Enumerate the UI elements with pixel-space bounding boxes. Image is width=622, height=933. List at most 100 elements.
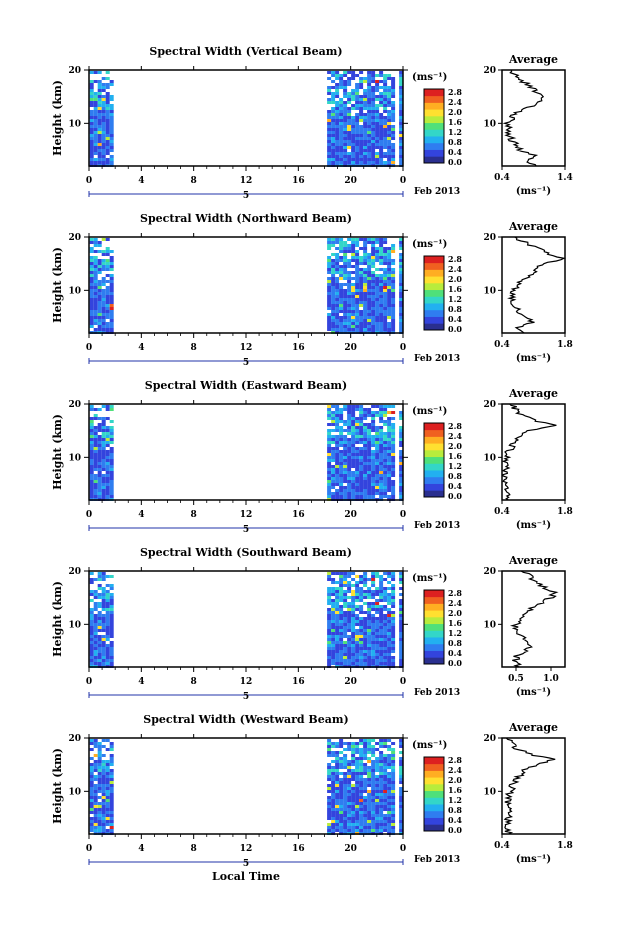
heatmap-cell bbox=[351, 149, 356, 152]
heatmap-cell bbox=[331, 128, 336, 131]
heatmap-cell bbox=[379, 638, 384, 641]
heatmap-cell bbox=[339, 307, 344, 310]
heatmap-cell bbox=[97, 593, 102, 596]
heatmap-cell bbox=[363, 784, 368, 787]
heatmap-cell bbox=[355, 653, 360, 656]
heatmap-cell bbox=[97, 796, 102, 799]
heatmap-cell bbox=[343, 423, 348, 426]
heatmap-cell bbox=[105, 408, 110, 411]
heatmap-cell bbox=[327, 641, 332, 644]
heatmap-cell bbox=[93, 662, 98, 665]
heatmap-cell bbox=[355, 817, 360, 820]
heatmap-cell bbox=[351, 626, 356, 629]
heatmap-cell bbox=[351, 817, 356, 820]
heatmap-cell bbox=[335, 814, 340, 817]
heatmap-cell bbox=[399, 450, 404, 453]
heatmap-cell bbox=[367, 635, 372, 638]
heatmap-cell bbox=[335, 829, 340, 832]
heatmap-cell bbox=[347, 271, 352, 274]
heatmap-cell bbox=[109, 426, 114, 429]
heatmap-cell bbox=[355, 772, 360, 775]
heatmap-cell bbox=[387, 650, 392, 653]
heatmap-cell bbox=[105, 465, 110, 468]
heatmap-cell bbox=[387, 298, 392, 301]
heatmap-cell bbox=[351, 325, 356, 328]
heatmap-cell bbox=[375, 137, 380, 140]
heatmap-cell bbox=[379, 125, 384, 128]
heatmap-cell bbox=[105, 450, 110, 453]
heatmap-cell bbox=[359, 116, 364, 119]
heatmap-cell bbox=[343, 623, 348, 626]
heatmap-cell bbox=[347, 432, 352, 435]
heatmap-cell bbox=[379, 632, 384, 635]
heatmap-cell bbox=[105, 763, 110, 766]
heatmap-cell bbox=[89, 295, 94, 298]
colorbar-tick-label: 0.0 bbox=[448, 324, 462, 334]
heatmap-cell bbox=[93, 134, 98, 137]
heatmap-cell bbox=[387, 468, 392, 471]
heatmap-cell bbox=[335, 104, 340, 107]
heatmap-cell bbox=[327, 650, 332, 653]
heatmap-cell bbox=[371, 125, 376, 128]
heatmap-cell bbox=[93, 596, 98, 599]
heatmap-cell bbox=[327, 745, 332, 748]
heatmap-cell bbox=[391, 584, 396, 587]
heatmap-cell bbox=[347, 301, 352, 304]
heatmap-cell bbox=[89, 441, 94, 444]
heatmap-cell bbox=[89, 739, 94, 742]
heatmap-cell bbox=[371, 796, 376, 799]
panel-title: Spectral Width (Southward Beam) bbox=[140, 546, 352, 559]
heatmap-cell bbox=[327, 739, 332, 742]
heatmap-cell bbox=[339, 304, 344, 307]
heatmap-cell bbox=[97, 584, 102, 587]
heatmap-cell bbox=[363, 298, 368, 301]
colorbar-frame bbox=[423, 589, 445, 665]
heatmap-cell bbox=[339, 426, 344, 429]
heatmap-cell bbox=[105, 483, 110, 486]
heatmap-cell bbox=[339, 620, 344, 623]
heatmap-cell bbox=[343, 572, 348, 575]
heatmap-cell bbox=[399, 244, 404, 247]
heatmap-cell bbox=[327, 802, 332, 805]
heatmap-cell bbox=[367, 459, 372, 462]
heatmap-cell bbox=[343, 265, 348, 268]
heatmap-cell bbox=[367, 83, 372, 86]
heatmap-cell bbox=[351, 593, 356, 596]
heatmap-cell bbox=[335, 653, 340, 656]
heatmap-cell bbox=[375, 95, 380, 98]
heatmap-cell bbox=[339, 587, 344, 590]
heatmap-cell bbox=[347, 483, 352, 486]
colorbar-swatch bbox=[424, 115, 444, 124]
heatmap-cell bbox=[359, 480, 364, 483]
heatmap-cell bbox=[383, 140, 388, 143]
heatmap-cell bbox=[105, 769, 110, 772]
average-title: Average bbox=[508, 220, 558, 233]
heatmap-cell bbox=[363, 471, 368, 474]
heatmap-cell bbox=[343, 435, 348, 438]
heatmap-cell bbox=[387, 614, 392, 617]
heatmap-cell bbox=[387, 808, 392, 811]
heatmap-cell bbox=[327, 662, 332, 665]
heatmap-cell bbox=[331, 146, 336, 149]
heatmap-cell bbox=[367, 256, 372, 259]
heatmap-cell bbox=[339, 325, 344, 328]
heatmap-cell bbox=[347, 769, 352, 772]
heatmap-cell bbox=[367, 125, 372, 128]
heatmap-cell bbox=[379, 608, 384, 611]
heatmap-cell bbox=[335, 423, 340, 426]
heatmap-cell bbox=[109, 405, 114, 408]
heatmap-cell bbox=[339, 617, 344, 620]
heatmap-cell bbox=[327, 635, 332, 638]
heatmap-cell bbox=[391, 319, 396, 322]
heatmap-cell bbox=[343, 787, 348, 790]
heatmap-cell bbox=[391, 575, 396, 578]
heatmap-cell bbox=[367, 292, 372, 295]
heatmap-cell bbox=[89, 572, 94, 575]
heatmap-cell bbox=[391, 635, 396, 638]
heatmap-cell bbox=[343, 453, 348, 456]
heatmap-cell bbox=[391, 459, 396, 462]
heatmap-cell bbox=[399, 411, 404, 414]
heatmap-cell bbox=[371, 420, 376, 423]
heatmap-cell bbox=[351, 486, 356, 489]
